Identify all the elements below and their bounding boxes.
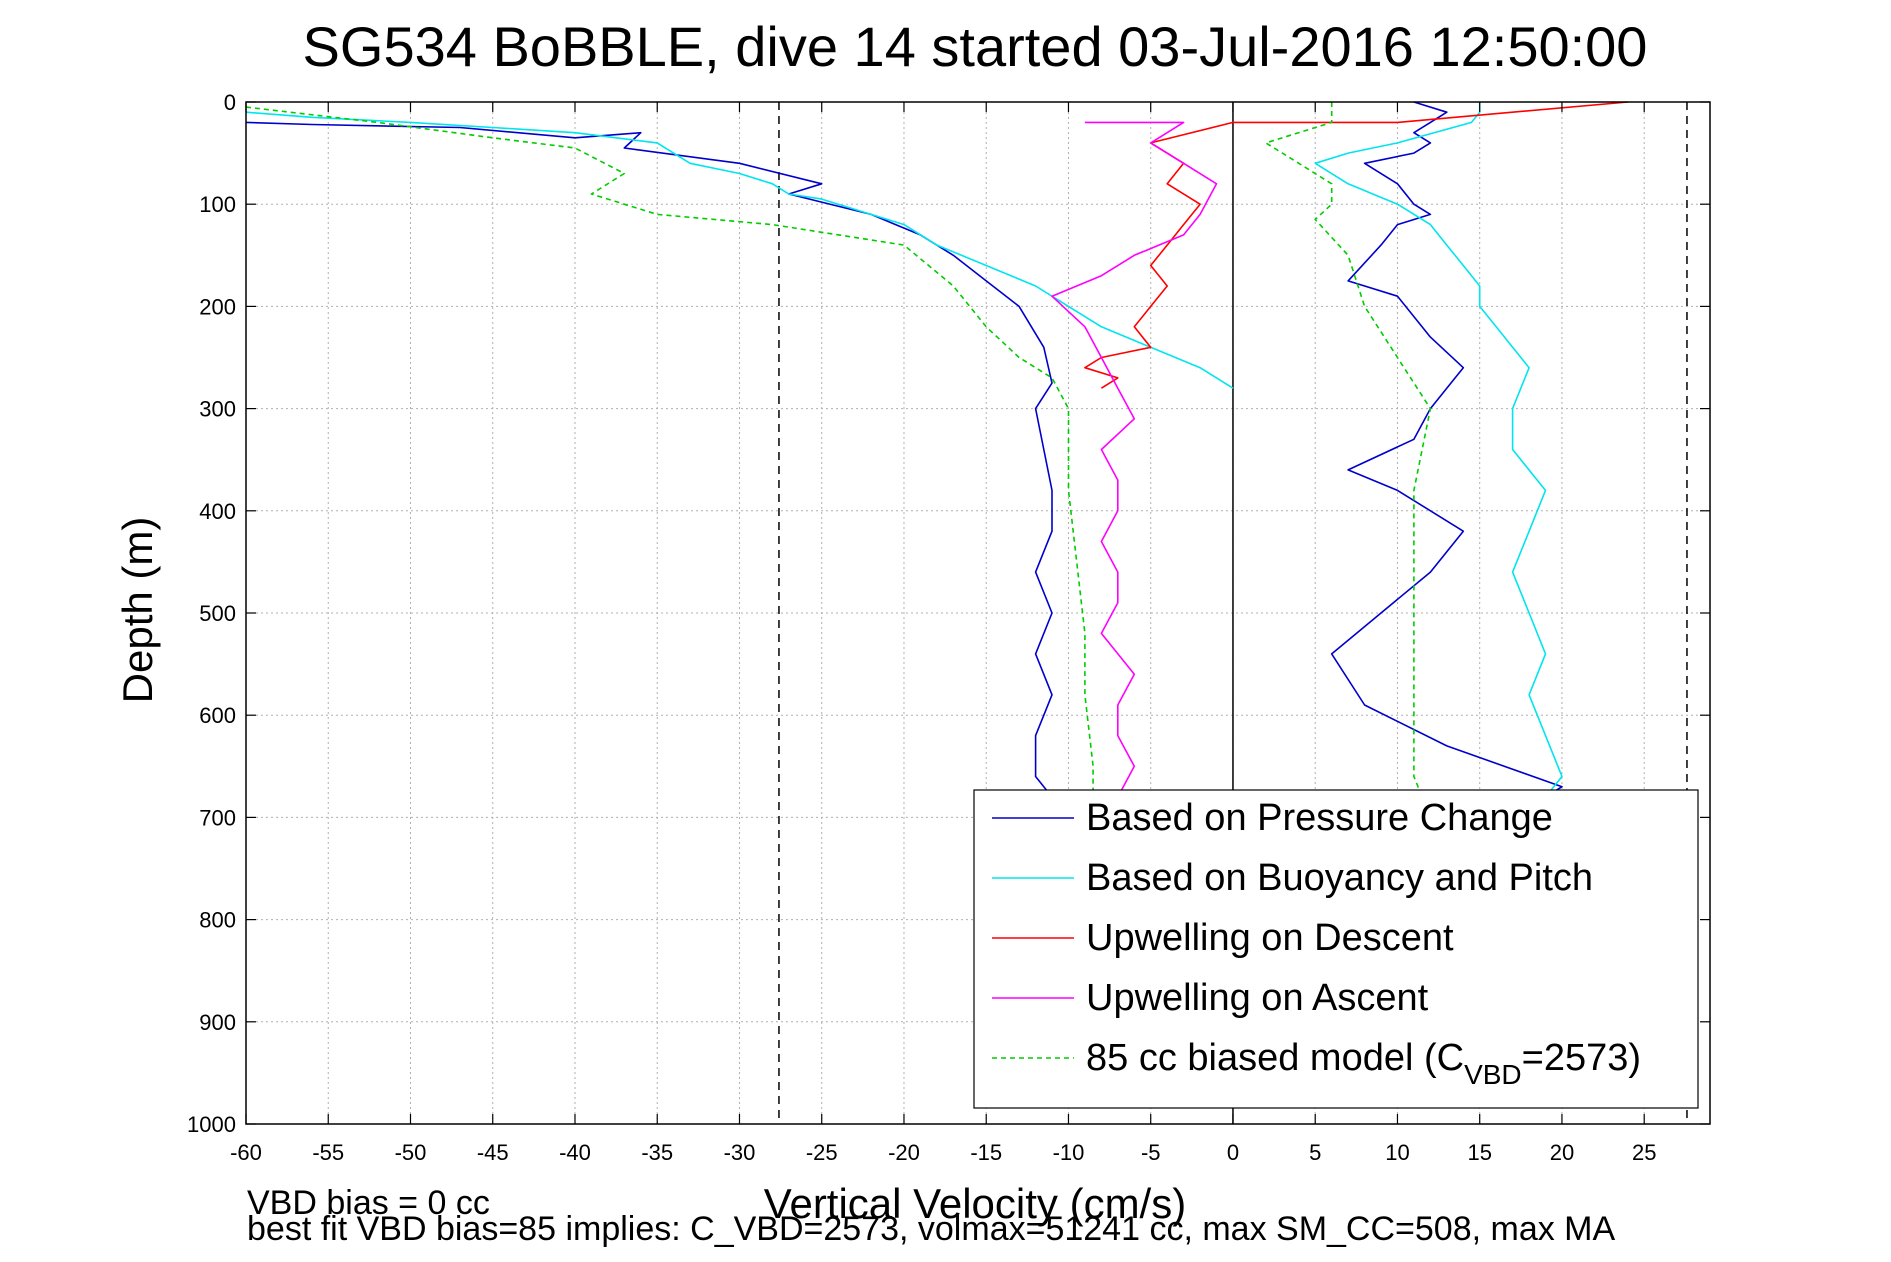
series-line-5 [1051, 121, 1218, 798]
series-line-4 [1084, 101, 1628, 389]
x-tick-label-6: -30 [724, 1140, 756, 1165]
x-tick-label-4: -40 [559, 1140, 591, 1165]
x-tick-label-17: 25 [1632, 1140, 1656, 1165]
x-tick-label-10: -10 [1053, 1140, 1085, 1165]
y-tick-label-1: 100 [199, 192, 236, 217]
y-tick-label-8: 800 [199, 908, 236, 933]
y-tick-label-0: 0 [224, 90, 236, 115]
y-tick-label-4: 400 [199, 499, 236, 524]
x-tick-label-2: -50 [395, 1140, 427, 1165]
x-tick-label-5: -35 [641, 1140, 673, 1165]
x-tick-label-13: 5 [1309, 1140, 1321, 1165]
legend-label-1: Based on Buoyancy and Pitch [1086, 857, 1593, 899]
vbd-bias-note: VBD bias = 0 cc [247, 1184, 490, 1222]
y-tick-label-10: 1000 [187, 1112, 236, 1137]
legend-label-2: Upwelling on Descent [1086, 917, 1454, 959]
series-line-7 [1265, 102, 1432, 818]
x-tick-label-12: 0 [1227, 1140, 1239, 1165]
legend: Based on Pressure Change Based on Buoyanc… [973, 789, 1699, 1109]
legend-box [973, 789, 1699, 1109]
best-fit-note: best fit VBD bias=85 implies: C_VBD=2573… [247, 1210, 1616, 1248]
legend-label-suffix: =2573) [1522, 1037, 1641, 1079]
x-tick-label-9: -15 [970, 1140, 1002, 1165]
series-line-2 [1314, 102, 1563, 818]
x-tick-label-8: -20 [888, 1140, 920, 1165]
x-axis-label: Vertical Velocity (cm/s) [764, 1180, 1186, 1227]
series-line-1 [1330, 101, 1563, 819]
legend-label-subscript: VBD [1464, 1059, 1522, 1090]
x-tick-label-14: 10 [1385, 1140, 1409, 1165]
y-tick-label-3: 300 [199, 397, 236, 422]
series-line-3 [245, 111, 1234, 389]
y-tick-label-7: 700 [199, 805, 236, 830]
y-tick-label-5: 500 [199, 601, 236, 626]
x-tick-label-3: -45 [477, 1140, 509, 1165]
x-tick-label-7: -25 [806, 1140, 838, 1165]
x-tick-label-0: -60 [230, 1140, 262, 1165]
x-tick-label-11: -5 [1141, 1140, 1161, 1165]
chart-title: SG534 BoBBLE, dive 14 started 03-Jul-201… [303, 15, 1648, 78]
y-tick-label-6: 600 [199, 703, 236, 728]
y-tick-label-9: 900 [199, 1010, 236, 1035]
y-axis-label: Depth (m) [114, 517, 161, 704]
y-tick-label-2: 200 [199, 294, 236, 319]
x-tick-label-1: -55 [312, 1140, 344, 1165]
series-line-6 [245, 106, 1094, 818]
x-tick-label-15: 15 [1467, 1140, 1491, 1165]
legend-label-3: Upwelling on Ascent [1086, 977, 1429, 1019]
legend-label-0: Based on Pressure Change [1086, 797, 1553, 839]
x-tick-label-16: 20 [1550, 1140, 1574, 1165]
